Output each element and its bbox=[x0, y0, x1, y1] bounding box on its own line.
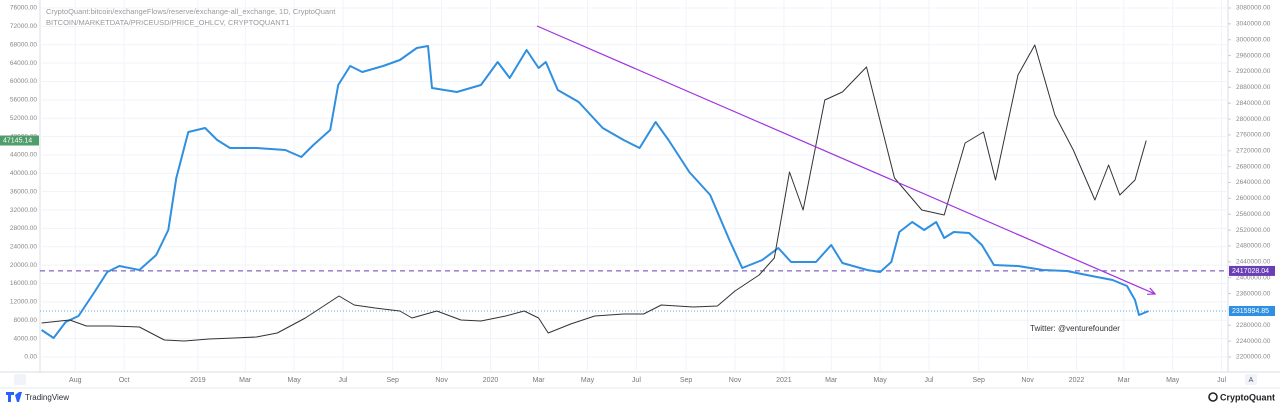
y-tick-label: 4000.00 bbox=[14, 335, 38, 342]
y2-tick-label: 2840000.00 bbox=[1236, 100, 1271, 107]
y-tick-label: 60000.00 bbox=[10, 78, 37, 85]
x-tick-label: 2020 bbox=[483, 377, 499, 384]
y2-tick-label: 2200000.00 bbox=[1236, 354, 1271, 361]
last-value-label: 2315994.85 bbox=[1232, 308, 1269, 315]
y-tick-label: 64000.00 bbox=[10, 60, 37, 67]
x-tick-label: Sep bbox=[972, 377, 985, 384]
y-tick-label: 36000.00 bbox=[10, 188, 37, 195]
y2-tick-label: 2480000.00 bbox=[1236, 243, 1271, 250]
x-tick-label: Nov bbox=[435, 377, 448, 384]
y2-tick-label: 2680000.00 bbox=[1236, 163, 1271, 170]
tradingview-text: TradingView bbox=[25, 393, 69, 402]
y-tick-label: 28000.00 bbox=[10, 225, 37, 232]
y2-tick-label: 2400000.00 bbox=[1236, 274, 1271, 281]
y2-tick-label: 3000000.00 bbox=[1236, 36, 1271, 43]
settings-button[interactable] bbox=[14, 374, 26, 385]
last-value-label: 47145.14 bbox=[3, 137, 32, 144]
reference-value-box bbox=[1229, 265, 1275, 276]
y-tick-label: 16000.00 bbox=[10, 280, 37, 287]
y2-tick-label: 2440000.00 bbox=[1236, 259, 1271, 266]
trend-arrowhead bbox=[1147, 287, 1157, 295]
x-tick-label: May bbox=[873, 377, 887, 384]
x-tick-label: May bbox=[287, 377, 301, 384]
x-tick-label: Mar bbox=[825, 377, 838, 384]
y-tick-label: 52000.00 bbox=[10, 115, 37, 122]
legend-entry: BITCOIN/MARKETDATA/PRICEUSD/PRICE_OHLCV,… bbox=[46, 18, 289, 27]
y-tick-label: 44000.00 bbox=[10, 152, 37, 159]
y2-tick-label: 2760000.00 bbox=[1236, 132, 1271, 139]
x-tick-label: Aug bbox=[69, 377, 82, 384]
y-tick-label: 40000.00 bbox=[10, 170, 37, 177]
y-tick-label: 68000.00 bbox=[10, 41, 37, 48]
tradingview-logo[interactable]: TradingView bbox=[6, 392, 69, 402]
y-tick-label: 76000.00 bbox=[10, 5, 37, 12]
x-tick-label: May bbox=[1166, 377, 1180, 384]
last-value-box bbox=[0, 135, 39, 146]
cryptoquant-text: CryptoQuant bbox=[1220, 392, 1275, 402]
reserve-line bbox=[41, 45, 1149, 339]
y-tick-label: 56000.00 bbox=[10, 97, 37, 104]
x-tick-label: Nov bbox=[729, 377, 742, 384]
auto-scale-label: A bbox=[1249, 377, 1254, 384]
x-tick-label: Jul bbox=[339, 377, 348, 384]
y-tick-label: 72000.00 bbox=[10, 23, 37, 30]
y-tick-label: 12000.00 bbox=[10, 299, 37, 306]
y2-tick-label: 2920000.00 bbox=[1236, 68, 1271, 75]
x-tick-label: Oct bbox=[119, 377, 130, 384]
y2-tick-label: 2600000.00 bbox=[1236, 195, 1271, 202]
x-tick-label: Sep bbox=[386, 377, 399, 384]
y2-tick-label: 3080000.00 bbox=[1236, 5, 1271, 12]
x-tick-label: Sep bbox=[680, 377, 693, 384]
x-tick-label: Mar bbox=[239, 377, 252, 384]
y2-tick-label: 2720000.00 bbox=[1236, 147, 1271, 154]
cryptoquant-logo[interactable]: CryptoQuant bbox=[1208, 392, 1275, 402]
annotation: Twitter: @venturefounder bbox=[1030, 324, 1120, 333]
x-tick-label: Jul bbox=[1217, 377, 1226, 384]
y-tick-label: 24000.00 bbox=[10, 244, 37, 251]
y2-tick-label: 2880000.00 bbox=[1236, 84, 1271, 91]
y-tick-label: 8000.00 bbox=[14, 317, 38, 324]
x-tick-label: Mar bbox=[1118, 377, 1131, 384]
cryptoquant-icon bbox=[1208, 392, 1218, 402]
legend-entry: CryptoQuant:bitcoin/exchangeFlows/reserv… bbox=[46, 7, 336, 16]
price-line bbox=[41, 44, 1147, 342]
grid bbox=[40, 0, 1228, 372]
x-tick-label: Mar bbox=[533, 377, 546, 384]
y2-tick-label: 2560000.00 bbox=[1236, 211, 1271, 218]
x-tick-label: 2021 bbox=[776, 377, 792, 384]
x-tick-label: May bbox=[581, 377, 595, 384]
y-tick-label: 0.00 bbox=[24, 354, 37, 361]
y2-tick-label: 2360000.00 bbox=[1236, 290, 1271, 297]
x-tick-label: Nov bbox=[1021, 377, 1034, 384]
y2-tick-label: 2640000.00 bbox=[1236, 179, 1271, 186]
auto-scale-button[interactable] bbox=[1245, 374, 1257, 385]
y2-tick-label: 2520000.00 bbox=[1236, 227, 1271, 234]
y2-tick-label: 2240000.00 bbox=[1236, 338, 1271, 345]
y2-tick-label: 3040000.00 bbox=[1236, 21, 1271, 28]
x-tick-label: 2022 bbox=[1069, 377, 1085, 384]
last-value-box bbox=[1229, 305, 1275, 316]
y-tick-label: 20000.00 bbox=[10, 262, 37, 269]
x-tick-label: 2019 bbox=[190, 377, 206, 384]
x-tick-label: Jul bbox=[632, 377, 641, 384]
reference-value-label: 2417028.04 bbox=[1232, 268, 1269, 275]
y-tick-label: 32000.00 bbox=[10, 207, 37, 214]
y2-tick-label: 2280000.00 bbox=[1236, 322, 1271, 329]
tradingview-icon bbox=[6, 392, 22, 402]
axis-labels: Aug Oct 2019 Mar May Jul Sep Nov 2020 Mar May Jul Se… bbox=[0, 5, 1275, 384]
trend-line bbox=[536, 25, 1156, 295]
x-tick-label: Jul bbox=[925, 377, 934, 384]
y2-tick-label: 2960000.00 bbox=[1236, 52, 1271, 59]
plot-area bbox=[40, 25, 1228, 342]
y2-tick-label: 2800000.00 bbox=[1236, 116, 1271, 123]
